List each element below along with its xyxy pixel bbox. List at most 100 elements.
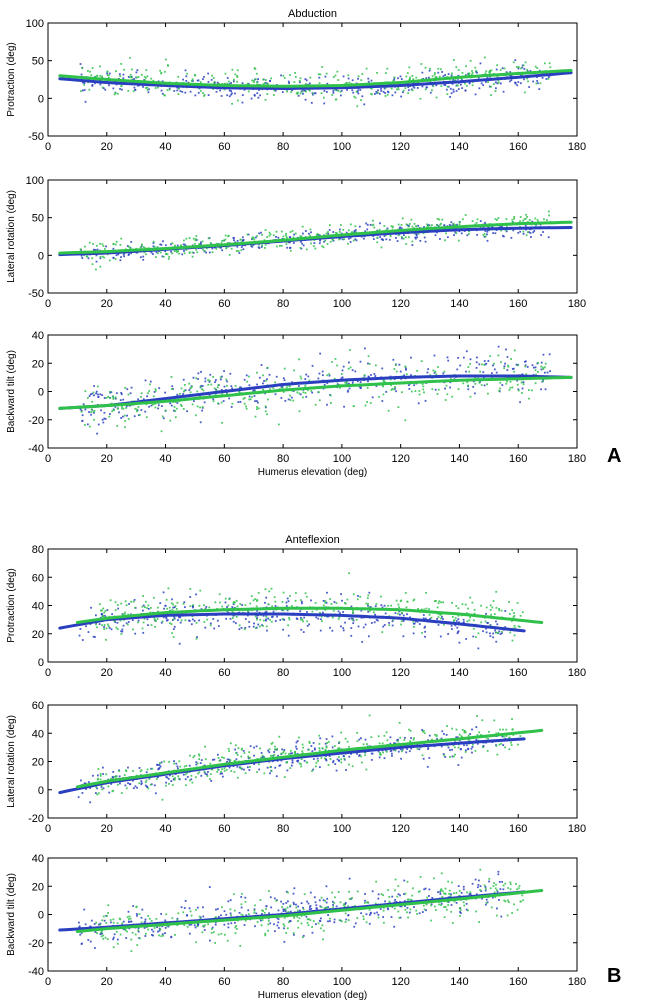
scatter-point [164, 919, 167, 922]
scatter-point [363, 374, 366, 377]
scatter-point [241, 239, 244, 242]
scatter-point [398, 363, 401, 366]
scatter-point [517, 388, 520, 391]
scatter-point [234, 748, 237, 751]
scatter-point [255, 605, 258, 608]
scatter-point [261, 756, 264, 759]
scatter-point [188, 923, 191, 926]
x-tick-label: 80 [277, 453, 289, 465]
scatter-point [331, 900, 334, 903]
scatter-point [202, 248, 204, 251]
scatter-point [261, 624, 263, 627]
scatter-point [197, 372, 200, 375]
scatter-point [338, 228, 341, 231]
x-tick-label: 0 [45, 141, 51, 153]
scatter-point [484, 620, 487, 623]
scatter-point [319, 73, 322, 76]
scatter-point [491, 606, 494, 609]
scatter-point [348, 877, 351, 880]
scatter-point [224, 933, 226, 936]
scatter-point [258, 768, 261, 771]
scatter-point [437, 388, 440, 391]
scatter-point [354, 922, 357, 925]
scatter-point [192, 376, 195, 379]
scatter-point [174, 934, 176, 936]
scatter-point [140, 916, 143, 919]
scatter-point [364, 754, 367, 757]
scatter-point [102, 421, 105, 424]
scatter-point [364, 230, 367, 233]
scatter-point [250, 595, 253, 598]
scatter-point [173, 762, 175, 765]
scatter-point [160, 621, 163, 624]
scatter-point [544, 366, 546, 369]
scatter-point [405, 75, 408, 78]
scatter-point [505, 218, 508, 220]
scatter-point [344, 602, 347, 605]
scatter-point [116, 628, 119, 631]
scatter-point [488, 85, 491, 88]
scatter-point [542, 379, 545, 381]
scatter-point [313, 242, 316, 244]
scatter-point [268, 748, 271, 751]
scatter-point [382, 894, 385, 897]
scatter-point [191, 781, 194, 784]
scatter-point [522, 230, 525, 233]
scatter-point [145, 403, 148, 406]
x-tick-label: 120 [391, 453, 409, 465]
scatter-point [289, 246, 292, 249]
scatter-point [262, 382, 264, 385]
scatter-point [452, 222, 455, 225]
scatter-point [373, 226, 376, 229]
scatter-point [332, 91, 335, 94]
scatter-point [220, 95, 223, 97]
scatter-point [181, 253, 184, 256]
scatter-point [183, 924, 186, 926]
scatter-point [310, 908, 313, 910]
scatter-point [426, 226, 429, 228]
scatter-point [142, 398, 145, 401]
scatter-point [268, 912, 270, 915]
scatter-point [429, 67, 431, 70]
scatter-point [173, 409, 175, 412]
scatter-point [173, 760, 175, 763]
scatter-point [378, 228, 381, 231]
scatter-point [533, 230, 536, 232]
scatter-point [99, 265, 102, 268]
scatter-point [269, 896, 272, 899]
scatter-point [385, 390, 388, 393]
scatter-point [395, 900, 398, 903]
scatter-point [474, 878, 477, 881]
scatter-point [170, 250, 172, 253]
scatter-point [480, 82, 483, 85]
scatter-point [511, 639, 514, 642]
scatter-point [264, 98, 267, 101]
scatter-point [334, 74, 337, 77]
scatter-point [402, 91, 404, 94]
scatter-point [92, 243, 94, 245]
scatter-point [346, 740, 349, 743]
scatter-point [287, 624, 290, 627]
scatter-point [174, 777, 176, 779]
scatter-point [308, 82, 311, 85]
scatter-point [157, 404, 160, 407]
scatter-point [112, 946, 115, 949]
scatter-point [147, 392, 149, 395]
scatter-point [462, 888, 465, 891]
scatter-point [406, 911, 408, 914]
scatter-point [184, 773, 187, 776]
scatter-point [320, 615, 323, 618]
scatter-point [439, 238, 441, 240]
scatter-point [405, 751, 408, 754]
scatter-point [184, 619, 187, 622]
scatter-point [353, 231, 356, 234]
scatter-point [194, 926, 197, 929]
scatter-point [424, 630, 427, 633]
x-tick-label: 80 [277, 823, 289, 835]
scatter-point [499, 387, 501, 390]
scatter-point [276, 615, 278, 618]
scatter-point [99, 922, 102, 925]
scatter-point [247, 909, 250, 912]
scatter-point [413, 906, 415, 908]
scatter-point [150, 919, 153, 922]
